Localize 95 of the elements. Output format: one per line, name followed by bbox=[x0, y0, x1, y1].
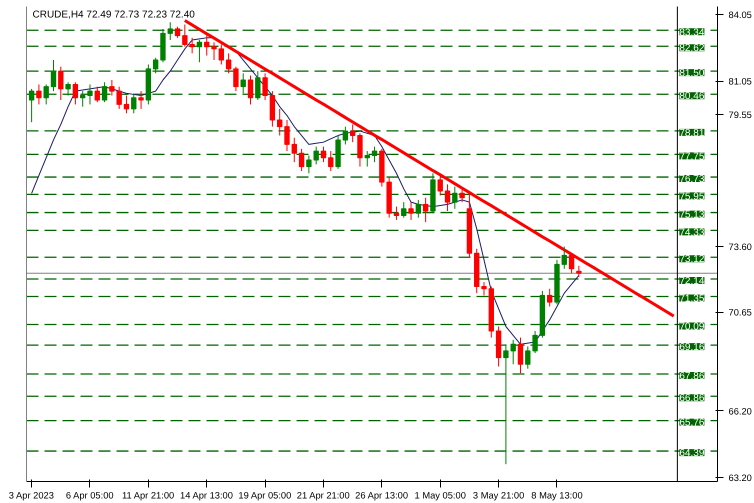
candlestick bbox=[313, 146, 319, 165]
candlestick bbox=[28, 88, 34, 123]
candlestick bbox=[510, 339, 516, 365]
candlestick bbox=[65, 82, 71, 96]
candlestick bbox=[328, 150, 334, 172]
candlestick bbox=[562, 246, 567, 270]
candlestick bbox=[152, 57, 158, 74]
candlestick bbox=[182, 24, 188, 48]
candlestick bbox=[226, 52, 232, 74]
x-tick-label: 6 Apr 05:00 bbox=[66, 490, 114, 500]
candlestick bbox=[196, 40, 202, 63]
candlestick bbox=[372, 146, 378, 163]
candlestick bbox=[518, 337, 524, 374]
candlestick bbox=[248, 75, 254, 105]
candlestick bbox=[444, 184, 450, 212]
candlestick bbox=[364, 150, 370, 168]
y-tick-label: 66.20 bbox=[728, 406, 752, 416]
candlestick bbox=[416, 199, 422, 218]
candlestick bbox=[576, 265, 582, 278]
candlestick bbox=[298, 148, 304, 172]
candlestick bbox=[292, 137, 297, 163]
candlestick bbox=[80, 90, 86, 108]
candlestick bbox=[532, 330, 538, 354]
ref-line-label: 82.62 bbox=[679, 43, 705, 54]
candlestick bbox=[218, 44, 224, 65]
ref-line-label: 76.73 bbox=[679, 174, 705, 186]
candlestick bbox=[44, 84, 49, 105]
candlestick bbox=[50, 60, 56, 92]
ref-line-label: 75.95 bbox=[679, 191, 705, 202]
candlestick bbox=[320, 146, 326, 163]
candlestick bbox=[72, 82, 78, 105]
ref-line-label: 72.14 bbox=[679, 276, 705, 287]
candlestick bbox=[422, 197, 428, 223]
candlestick bbox=[138, 90, 144, 110]
y-tick-label: 84.05 bbox=[728, 10, 752, 20]
candlestick bbox=[481, 282, 487, 296]
x-tick-label: 3 Apr 2023 bbox=[8, 490, 54, 500]
ref-line-label: 74.33 bbox=[679, 227, 705, 238]
y-tick-label: 81.05 bbox=[728, 76, 752, 87]
x-tick-label: 26 Apr 13:00 bbox=[355, 490, 408, 500]
candlestick bbox=[124, 95, 130, 114]
candlestick bbox=[277, 108, 282, 136]
x-tick-label: 3 May 21:00 bbox=[472, 490, 524, 500]
candlestick bbox=[87, 84, 93, 105]
candlestick bbox=[94, 86, 100, 103]
candlestick bbox=[262, 72, 268, 100]
ref-line-label: 78.81 bbox=[679, 128, 705, 139]
candlestick bbox=[568, 252, 574, 274]
x-tick-label: 8 May 13:00 bbox=[531, 490, 583, 500]
candlestick bbox=[401, 202, 406, 218]
candlestick bbox=[233, 66, 239, 92]
ref-line-label: 73.12 bbox=[679, 254, 705, 266]
y-tick-label: 63.20 bbox=[728, 473, 752, 484]
candlestick bbox=[342, 126, 348, 145]
candlestick bbox=[503, 344, 509, 465]
ref-line-label: 66.86 bbox=[679, 393, 705, 404]
candlestick bbox=[459, 188, 465, 203]
ref-line-label: 67.86 bbox=[679, 371, 705, 382]
line-series bbox=[183, 18, 676, 318]
candlestick bbox=[189, 37, 195, 54]
candlestick bbox=[255, 70, 260, 100]
candlestick bbox=[284, 119, 290, 152]
candlestick bbox=[357, 132, 363, 168]
candlestick bbox=[452, 186, 458, 210]
candlestick bbox=[394, 206, 400, 220]
candlestick bbox=[168, 22, 173, 41]
candlestick bbox=[102, 82, 108, 103]
ref-line-label: 83.34 bbox=[679, 27, 705, 38]
candlestick bbox=[546, 288, 552, 308]
candlestick bbox=[350, 124, 356, 143]
candlestick bbox=[211, 42, 217, 61]
candlestick bbox=[58, 66, 64, 100]
candlestick bbox=[204, 35, 210, 56]
ref-line-label: 80.46 bbox=[679, 91, 705, 102]
candlestick bbox=[306, 155, 312, 174]
ref-line-label: 77.75 bbox=[679, 151, 705, 162]
y-tick-label: 73.60 bbox=[728, 242, 752, 252]
y-tick-label: 79.55 bbox=[728, 110, 752, 120]
candlestick bbox=[116, 86, 122, 110]
x-tick-label: 21 Apr 21:00 bbox=[296, 490, 350, 500]
candlestick bbox=[525, 346, 530, 370]
candlestick bbox=[36, 84, 42, 105]
x-tick-label: 11 Apr 21:00 bbox=[122, 490, 174, 500]
candlestick bbox=[174, 26, 180, 38]
candlestick bbox=[109, 80, 115, 96]
y-tick-label: 70.65 bbox=[728, 308, 752, 318]
chart-title: CRUDE,H4 72.49 72.73 72.23 72.40 bbox=[32, 10, 196, 20]
x-tick-label: 19 Apr 05:00 bbox=[238, 490, 292, 500]
x-tick-label: 14 Apr 13:00 bbox=[180, 490, 233, 500]
ref-line-label: 70.09 bbox=[679, 322, 705, 332]
candlestick bbox=[131, 92, 136, 114]
candlestick bbox=[240, 72, 246, 94]
ref-line-label: 71.35 bbox=[679, 294, 705, 305]
x-tick-label: 1 May 05:00 bbox=[414, 490, 466, 500]
candlestick bbox=[438, 174, 443, 196]
